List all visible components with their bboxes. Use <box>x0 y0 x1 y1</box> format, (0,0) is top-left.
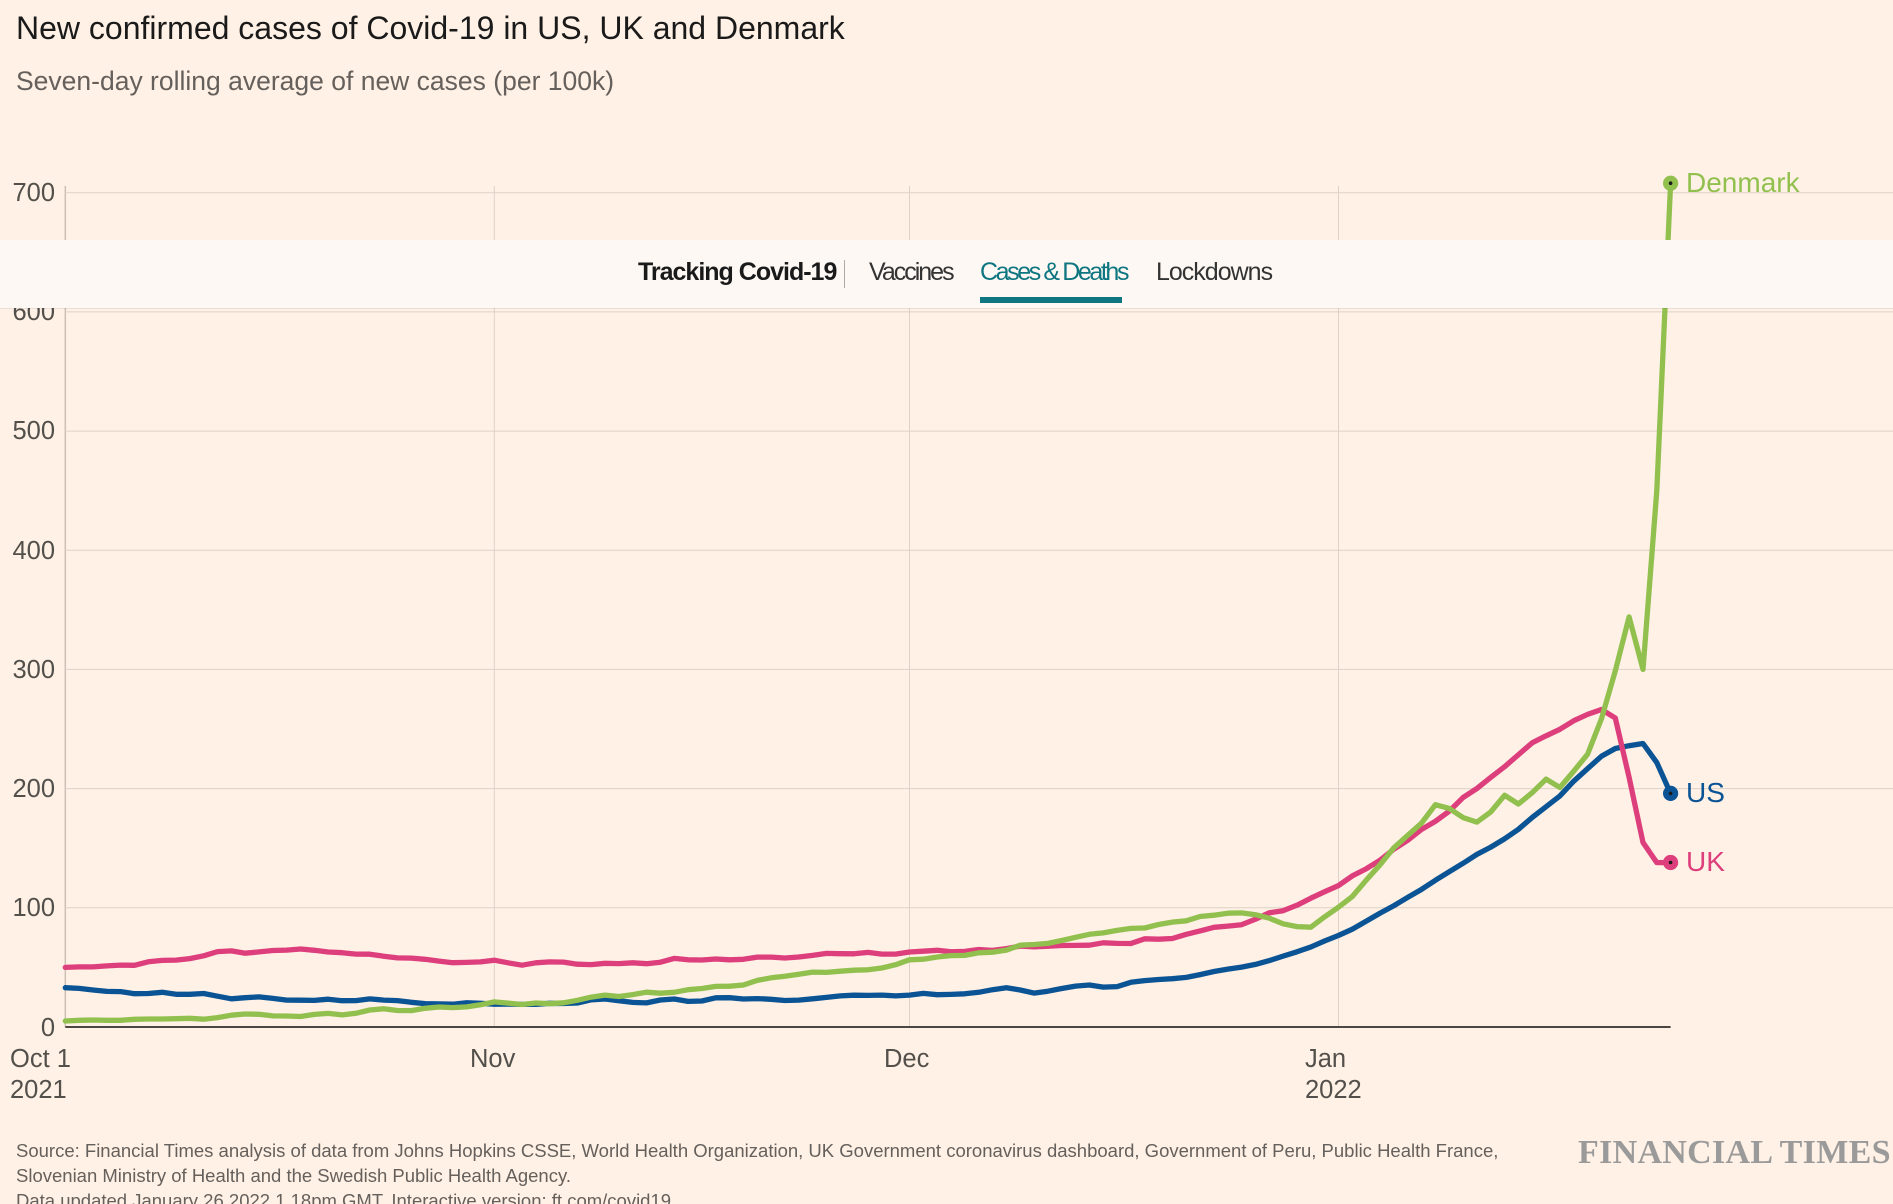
svg-text:Oct 1: Oct 1 <box>10 1045 71 1073</box>
svg-text:Denmark: Denmark <box>1686 167 1801 198</box>
svg-text:2022: 2022 <box>1305 1076 1362 1104</box>
svg-text:US: US <box>1686 777 1725 808</box>
svg-text:2021: 2021 <box>10 1076 67 1104</box>
svg-text:300: 300 <box>12 656 55 684</box>
svg-text:100: 100 <box>12 894 55 922</box>
svg-text:500: 500 <box>12 417 55 445</box>
svg-text:Jan: Jan <box>1305 1045 1346 1073</box>
svg-text:700: 700 <box>12 179 55 207</box>
svg-text:UK: UK <box>1686 846 1725 877</box>
svg-text:0: 0 <box>41 1014 55 1042</box>
svg-text:200: 200 <box>12 775 55 803</box>
svg-text:Nov: Nov <box>470 1045 516 1073</box>
svg-text:400: 400 <box>12 537 55 565</box>
svg-text:Dec: Dec <box>884 1045 930 1073</box>
